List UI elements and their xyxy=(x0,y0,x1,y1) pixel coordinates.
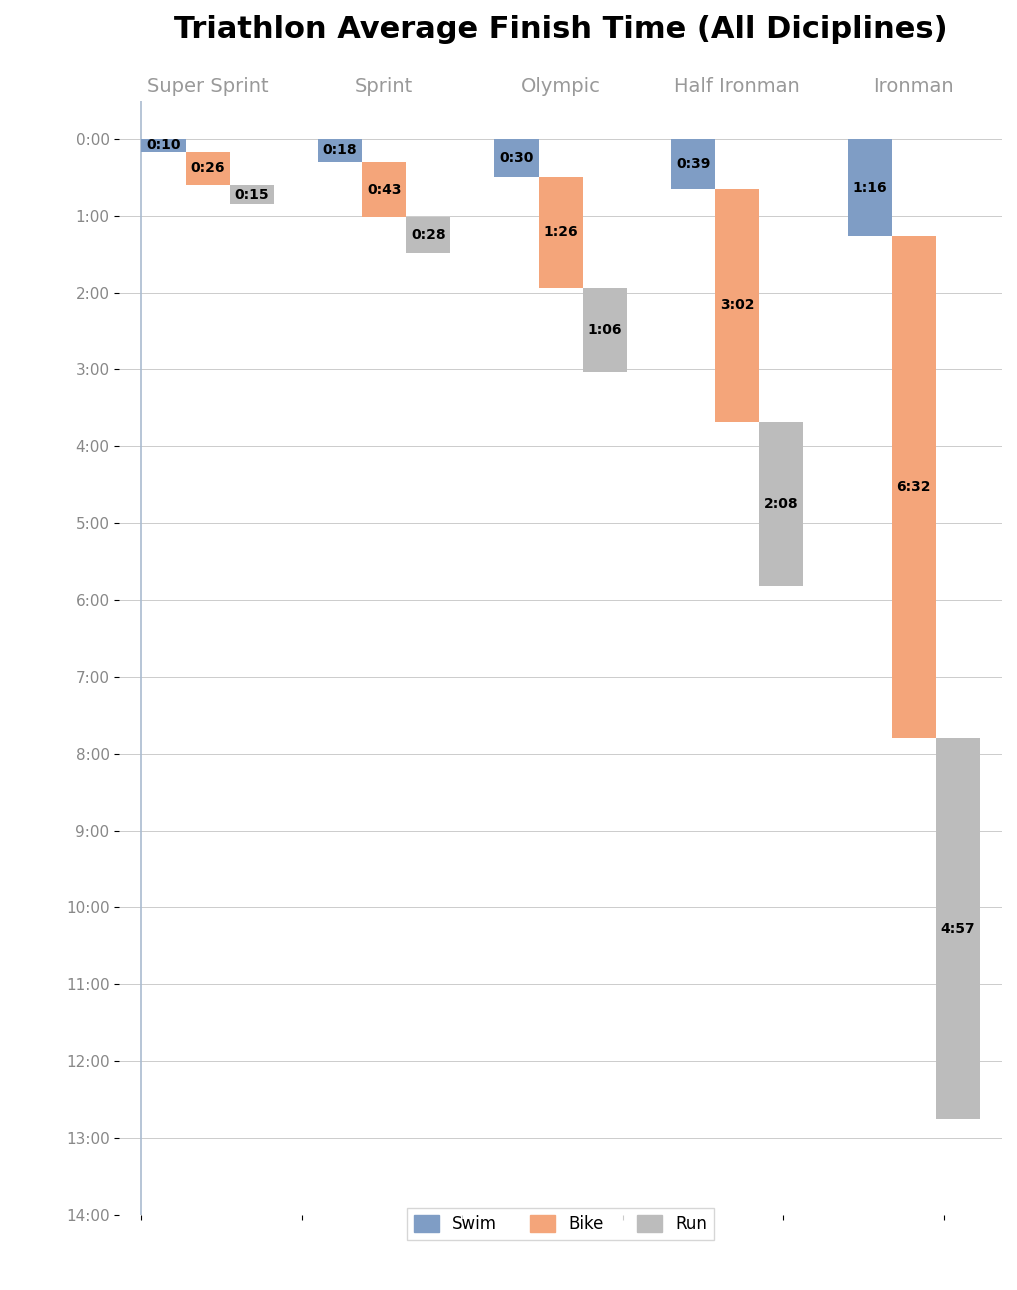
Bar xyxy=(230,184,274,204)
Bar xyxy=(318,139,362,163)
Text: 0:15: 0:15 xyxy=(234,187,270,201)
Bar xyxy=(185,152,230,184)
Bar xyxy=(494,139,539,177)
Text: 2:08: 2:08 xyxy=(764,497,798,511)
Bar xyxy=(847,139,892,236)
Text: 6:32: 6:32 xyxy=(896,480,931,494)
Text: 0:39: 0:39 xyxy=(676,157,710,170)
Bar xyxy=(671,139,715,188)
Bar xyxy=(760,422,803,586)
Text: 0:10: 0:10 xyxy=(146,138,181,152)
Bar xyxy=(936,738,980,1118)
Bar xyxy=(539,177,583,288)
Text: 3:02: 3:02 xyxy=(720,298,755,312)
Legend: Swim, Bike, Run: Swim, Bike, Run xyxy=(407,1209,714,1240)
Text: 0:26: 0:26 xyxy=(190,161,225,175)
Title: Triathlon Average Finish Time (All Diciplines): Triathlon Average Finish Time (All Dicip… xyxy=(174,15,948,44)
Text: 0:43: 0:43 xyxy=(367,182,402,196)
Bar xyxy=(583,288,626,372)
Text: 1:16: 1:16 xyxy=(852,181,887,195)
Text: 0:18: 0:18 xyxy=(322,143,357,157)
Bar xyxy=(141,139,185,152)
Bar xyxy=(892,236,936,738)
Bar xyxy=(406,217,451,253)
Text: 1:06: 1:06 xyxy=(588,322,622,337)
Text: 0:30: 0:30 xyxy=(499,151,534,165)
Text: 0:28: 0:28 xyxy=(411,228,445,243)
Text: 1:26: 1:26 xyxy=(543,226,578,240)
Text: 4:57: 4:57 xyxy=(941,921,975,935)
Bar xyxy=(715,188,760,422)
Bar xyxy=(362,163,406,217)
